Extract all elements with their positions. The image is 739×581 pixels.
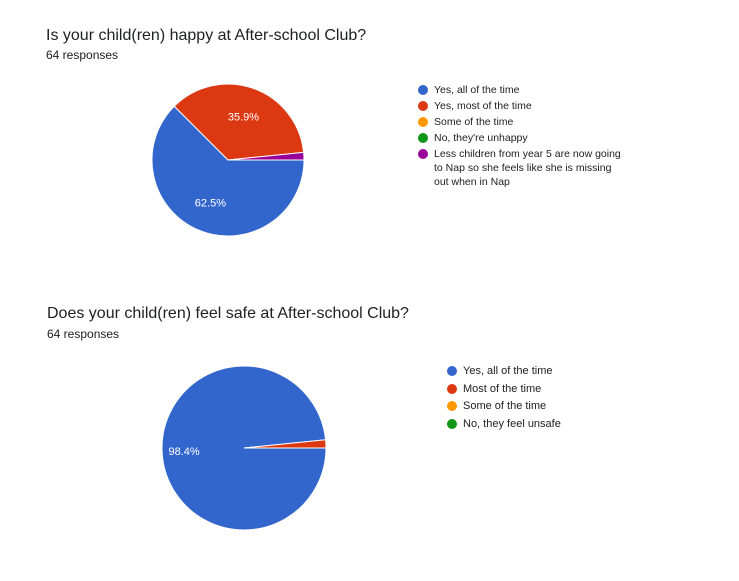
- response-count: 64 responses: [47, 327, 120, 341]
- legend-item[interactable]: Some of the time: [418, 115, 628, 129]
- chart-card-safe: Does your child(ren) feel safe at After-…: [0, 290, 739, 581]
- legend-swatch-icon: [447, 401, 457, 411]
- slice-label: 35.9%: [228, 112, 259, 124]
- legend-swatch-icon: [418, 149, 428, 159]
- question-title: Does your child(ren) feel safe at After-…: [47, 305, 409, 322]
- question-title: Is your child(ren) happy at After-school…: [46, 27, 367, 44]
- pie-slice[interactable]: [243, 439, 327, 449]
- legend-item[interactable]: No, they feel unsafe: [447, 417, 647, 431]
- legend-item[interactable]: Some of the time: [447, 399, 647, 413]
- pie-slice[interactable]: [151, 105, 305, 237]
- legend-item[interactable]: Yes, all of the time: [418, 83, 628, 97]
- slice-label: 98.4%: [168, 446, 199, 458]
- legend-label: Less children from year 5 are now going …: [434, 148, 621, 188]
- legend-item[interactable]: Yes, most of the time: [418, 99, 628, 113]
- legend-swatch-icon: [447, 383, 457, 394]
- legend-item[interactable]: No, they're unhappy: [418, 131, 628, 145]
- legend-label: Yes, all of the time: [463, 365, 553, 377]
- legend-label: Yes, all of the time: [434, 84, 520, 96]
- legend-item[interactable]: Most of the time: [447, 382, 647, 396]
- chart-legend: Yes, all of the time Most of the time Some…: [447, 364, 647, 434]
- legend-label: No, they feel unsafe: [463, 417, 561, 430]
- legend-swatch-icon: [418, 133, 428, 143]
- legend-swatch-icon: [447, 418, 457, 429]
- pie-chart[interactable]: 62.5% 35.9%: [151, 83, 305, 237]
- pie-slice[interactable]: [173, 83, 305, 161]
- chart-card-happy: Is your child(ren) happy at After-school…: [0, 0, 739, 290]
- legend-swatch-icon: [447, 366, 457, 376]
- pie-chart[interactable]: 98.4%: [161, 365, 327, 531]
- chart-legend: Yes, all of the time Yes, most of the tim…: [418, 83, 628, 191]
- legend-swatch-icon: [418, 101, 428, 111]
- slice-label: 62.5%: [195, 197, 226, 209]
- legend-label: Some of the time: [463, 400, 547, 412]
- legend-label: No, they're unhappy: [434, 132, 528, 144]
- legend-swatch-icon: [418, 117, 428, 127]
- pie-slice[interactable]: [227, 151, 305, 161]
- legend-label: Yes, most of the time: [434, 100, 532, 112]
- legend-swatch-icon: [418, 85, 428, 95]
- response-count: 64 responses: [46, 48, 119, 62]
- legend-item[interactable]: Less children from year 5 are now going …: [418, 147, 628, 189]
- legend-item[interactable]: Yes, all of the time: [447, 364, 647, 378]
- legend-label: Some of the time: [434, 116, 514, 128]
- legend-label: Most of the time: [463, 382, 542, 395]
